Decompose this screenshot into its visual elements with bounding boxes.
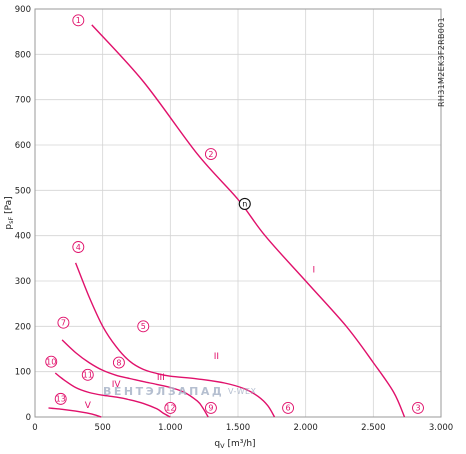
operating-point-label: 10 [46,357,56,366]
y-tick-label: 500 [15,186,31,196]
operating-point-label: 6 [286,404,291,413]
y-tick-label: 600 [15,141,31,151]
nominal-point-label: n [242,200,247,209]
x-tick-label: 1.000 [158,423,182,433]
operating-point-label: 11 [83,371,93,380]
operating-point-label: 1 [76,16,81,25]
curve-label-ii: II [214,352,219,362]
operating-point-label: 9 [208,404,213,413]
operating-point-circle [72,14,85,27]
operating-point-circle [204,148,217,161]
operating-point-circle [57,316,70,329]
operating-point-2: 2 [204,148,217,161]
operating-point-circle [412,401,424,414]
operating-point-circle [45,355,58,368]
y-tick-label: 400 [15,232,31,242]
x-tick-label: 2.000 [293,423,317,433]
watermark-sub: V-WEX [228,387,257,396]
operating-point-circle [54,392,67,405]
operating-point-label: 2 [208,150,213,159]
curve-iii [61,339,209,418]
operating-point-label: 7 [61,319,66,328]
operating-point-12: 12 [164,401,177,414]
x-tick-label: 0 [32,423,37,433]
watermark-brand: ВЕНТЭЛЗАПАД [103,385,224,398]
operating-point-9: 9 [204,401,217,414]
operating-point-circle [204,401,217,414]
chart-grid [34,8,442,418]
model-code: RH31M2EK3F2RB001 [437,17,446,107]
y-tick-label: 800 [15,50,31,60]
y-axis-label: psF [Pa] [4,196,15,229]
chart-axes [34,8,442,418]
operating-point-10: 10 [45,355,58,368]
operating-point-label: 4 [76,243,81,252]
tick-labels: 0 500 1.000 1.500 2.000 2.500 3.000 0 100 200 300 4… [15,5,453,433]
operating-point-4: 4 [72,241,85,253]
fan-curves [48,24,406,418]
x-tick-label: 500 [95,423,111,433]
curve-iv [54,372,171,418]
operating-point-circle [112,356,125,369]
nominal-point: n [238,197,251,210]
curve-label-i: I [312,266,315,276]
x-tick-label: 1.500 [226,423,250,433]
nominal-point-circle [238,197,251,210]
curve-i [91,24,406,418]
operating-point-3: 3 [412,401,424,414]
operating-point-8: 8 [112,356,125,369]
operating-point-circle [137,320,150,333]
x-tick-label: 2.500 [361,423,385,433]
operating-point-circle [164,401,177,414]
y-tick-label: 0 [26,413,31,423]
y-tick-label: 300 [15,277,31,287]
curve-label-iii: III [157,373,165,383]
operating-point-label: 3 [415,404,420,413]
curve-label-v: V [85,401,92,411]
operating-point-label: 12 [165,404,175,413]
x-axis-label: qV [m³/h] [214,439,255,450]
operating-point-circle [72,241,85,253]
operating-point-label: 8 [116,358,121,367]
operating-point-circle [81,368,94,381]
plot-frame [34,8,442,418]
operating-point-11: 11 [81,368,94,381]
curve-v [48,407,102,418]
operating-point-label: 13 [56,395,66,404]
curve-ii [74,262,276,418]
operating-point-label: 5 [141,322,146,331]
y-tick-label: 200 [15,322,31,332]
operating-point-5: 5 [137,320,150,333]
y-tick-label: 100 [15,368,31,378]
operating-point-13: 13 [54,392,67,405]
operating-point-circle [282,401,295,414]
operating-point-1: 1 [72,14,85,27]
y-tick-label: 900 [15,5,31,15]
y-tick-label: 700 [15,96,31,106]
operating-point-6: 6 [282,401,295,414]
curve-label-iv: IV [112,380,122,390]
operating-point-7: 7 [57,316,70,329]
x-tick-label: 3.000 [429,423,453,433]
